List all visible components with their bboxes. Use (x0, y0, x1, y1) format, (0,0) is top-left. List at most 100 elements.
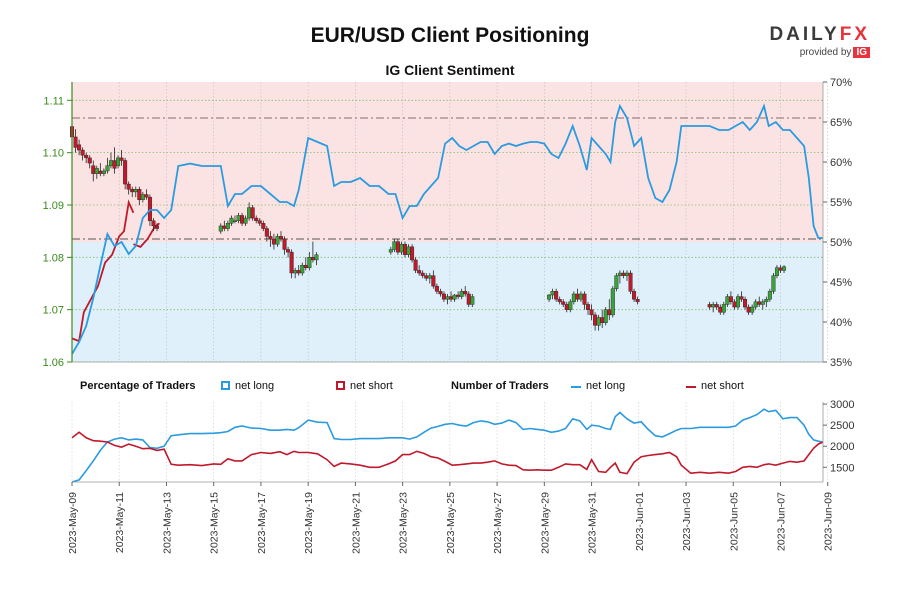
candle-body-22 (147, 196, 152, 221)
candle-body-27 (225, 223, 230, 229)
candle-body-78 (550, 291, 555, 296)
candle-body-108 (725, 296, 730, 305)
candle-body-56 (399, 244, 404, 253)
candle-body-49 (303, 264, 308, 268)
date-tick-label-7: 2023-May-23 (398, 492, 410, 554)
candle-body-76 (470, 296, 475, 305)
candle-body-75 (466, 293, 471, 305)
sentiment-tick-label-1: 40% (830, 317, 852, 329)
candle-body-51 (310, 257, 315, 261)
candle-body-65 (431, 275, 436, 287)
candle-body-29 (232, 220, 237, 222)
sentiment-tick-label-6: 65% (830, 117, 852, 129)
candle-body-6 (91, 165, 96, 174)
candle-body-30 (236, 215, 241, 221)
candle-body-71 (452, 294, 457, 300)
candle-body-101 (632, 291, 637, 300)
candle-body-45 (289, 251, 294, 274)
traders-count-chart: 1500 2000 2500 3000 (71, 399, 854, 483)
candle-body-57 (402, 244, 407, 255)
candle-body-73 (459, 291, 464, 297)
candle-body-115 (750, 306, 755, 313)
candle-body-61 (417, 270, 422, 274)
candle-body-26 (222, 225, 227, 229)
candle-body-81 (561, 301, 566, 305)
candle-body-53 (388, 249, 393, 253)
candle-body-121 (771, 275, 776, 292)
date-tick-label-6: 2023-May-21 (350, 492, 362, 554)
candle-body-107 (721, 304, 726, 313)
candle-body-89 (589, 309, 594, 316)
candle-body-21 (144, 194, 149, 198)
candle-body-33 (247, 207, 252, 219)
candle-body-68 (441, 293, 446, 300)
date-tick-label-1: 2023-May-11 (114, 492, 126, 553)
candle-body-44 (286, 249, 291, 253)
candle-body-123 (778, 267, 783, 271)
candle-body-111 (735, 296, 740, 308)
candle-body-58 (406, 246, 411, 255)
candle-body-13 (116, 157, 121, 166)
x-axis-labels: 2023-May-09 2023-May-11 2023-May-13 2023-Ma… (67, 482, 835, 554)
candle-body-97 (617, 272, 622, 276)
net-short-price-segment-0 (71, 199, 135, 343)
candle-body-77 (547, 294, 552, 300)
legend-pct-long-swatch (221, 381, 230, 390)
sentiment-tick-label-5: 60% (830, 157, 852, 169)
price-tick-label-1: 1.07 (43, 305, 64, 317)
candle-body-55 (395, 241, 400, 253)
candle-body-17 (130, 189, 135, 193)
candle-body-72 (456, 294, 461, 297)
candle-body-82 (564, 304, 569, 310)
candle-body-15 (123, 160, 128, 185)
price-candles (69, 123, 787, 331)
candle-body-52 (314, 254, 319, 261)
candle-body-31 (240, 215, 245, 224)
date-tick-label-5: 2023-May-19 (303, 492, 315, 554)
candle-body-62 (420, 272, 425, 276)
candle-body-79 (554, 291, 559, 300)
price-tick-label-2: 1.08 (43, 252, 64, 264)
candle-body-99 (624, 272, 629, 276)
candle-body-63 (424, 275, 429, 279)
legend-num-short-label: net short (701, 380, 744, 392)
candle-body-74 (463, 291, 468, 295)
legend-pct-long-label: net long (235, 380, 275, 392)
candle-body-122 (774, 267, 779, 276)
traders-tick-label-0: 1500 (830, 462, 854, 474)
date-tick-label-4: 2023-May-17 (256, 492, 268, 554)
candle-body-18 (133, 189, 138, 193)
date-tick-label-3: 2023-May-15 (209, 492, 221, 554)
candle-body-34 (250, 207, 255, 219)
candle-body-103 (707, 304, 712, 308)
candle-body-86 (578, 293, 583, 300)
candle-body-117 (757, 301, 762, 305)
candle-body-116 (753, 301, 758, 308)
date-tick-label-0: 2023-May-09 (67, 492, 79, 554)
candle-body-8 (98, 170, 103, 174)
traders-tick-label-3: 3000 (830, 399, 854, 411)
sentiment-tick-label-4: 55% (830, 197, 852, 209)
candle-body-38 (264, 228, 269, 237)
candle-body-54 (392, 241, 397, 250)
candle-body-91 (596, 317, 601, 326)
candle-body-118 (760, 301, 765, 305)
logo-wordmark: DAILYFX (760, 24, 870, 46)
logo-provided-by: provided by IG (760, 47, 870, 58)
candle-body-69 (445, 296, 450, 300)
price-tick-label-0: 1.06 (43, 357, 64, 369)
candle-body-20 (140, 194, 145, 200)
candle-body-19 (137, 189, 142, 200)
date-tick-label-2: 2023-May-13 (161, 492, 173, 554)
candle-body-23 (151, 220, 156, 227)
candle-body-28 (229, 217, 234, 224)
chart-title: EUR/USD Client Positioning (310, 24, 590, 47)
candle-body-90 (593, 314, 598, 326)
candle-body-42 (279, 236, 284, 240)
date-tick-label-13: 2023-Jun-03 (681, 492, 693, 551)
candle-body-10 (105, 165, 110, 172)
date-tick-label-10: 2023-May-29 (539, 492, 551, 554)
net-long-pct-line (71, 103, 823, 355)
sentiment-tick-label-7: 70% (830, 77, 852, 89)
price-tick-label-4: 1.10 (43, 148, 64, 160)
